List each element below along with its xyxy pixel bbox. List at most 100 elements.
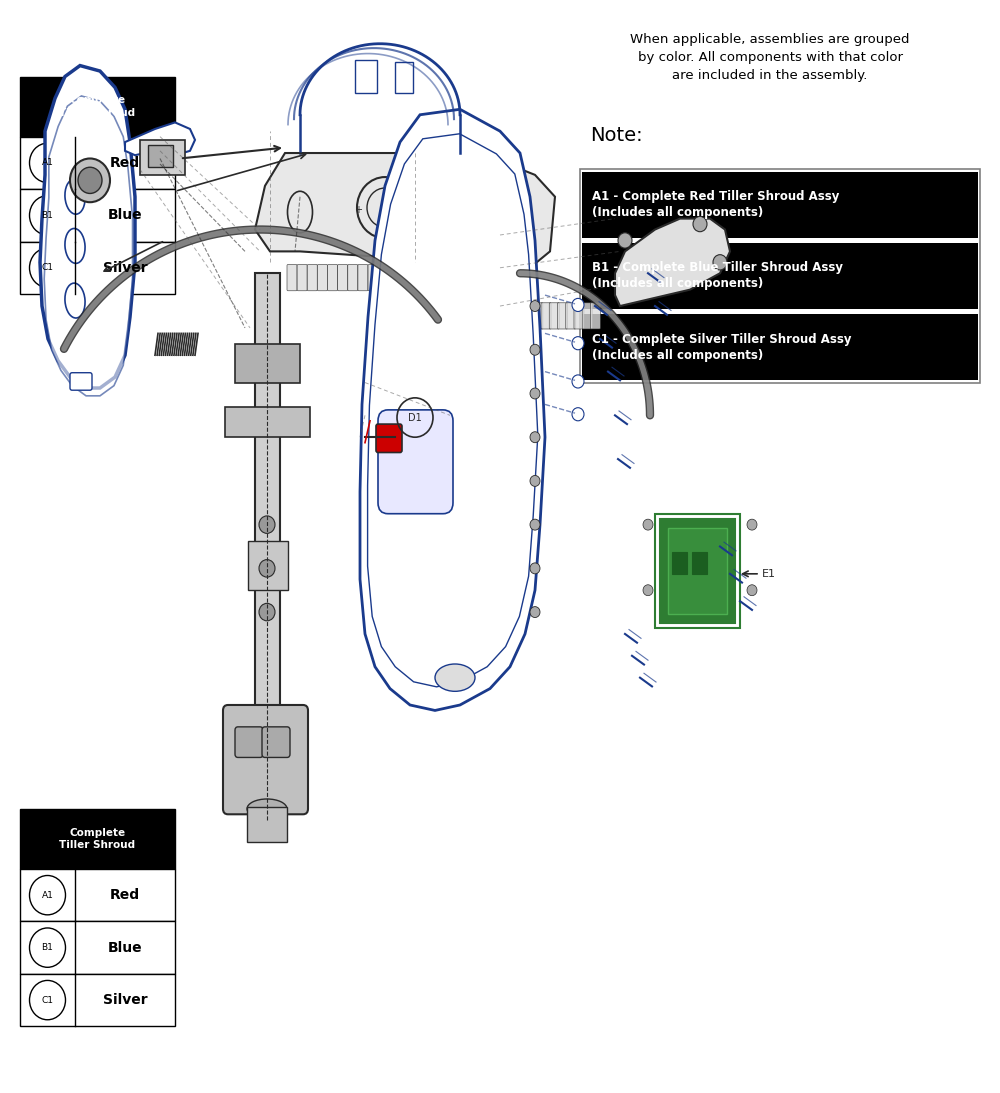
Text: A1: A1 [42,158,53,167]
Circle shape [530,344,540,355]
FancyBboxPatch shape [355,60,377,93]
Text: +: + [354,204,362,215]
Circle shape [530,475,540,486]
FancyBboxPatch shape [20,189,175,242]
Text: When applicable, assemblies are grouped
by color. All components with that color: When applicable, assemblies are grouped … [630,33,910,82]
Circle shape [259,516,275,533]
Text: Silver: Silver [103,994,147,1007]
Circle shape [530,432,540,443]
FancyBboxPatch shape [574,303,584,329]
FancyBboxPatch shape [388,265,398,291]
FancyBboxPatch shape [235,344,300,383]
FancyBboxPatch shape [672,552,687,574]
Text: B1: B1 [42,211,53,220]
Polygon shape [45,142,120,317]
Text: Silver: Silver [103,261,147,274]
FancyBboxPatch shape [20,974,175,1026]
FancyBboxPatch shape [500,303,510,329]
FancyBboxPatch shape [590,303,600,329]
FancyBboxPatch shape [287,265,297,291]
Circle shape [530,519,540,530]
Polygon shape [615,219,730,306]
Ellipse shape [247,799,287,819]
FancyBboxPatch shape [549,303,559,329]
Circle shape [530,388,540,399]
FancyBboxPatch shape [580,169,980,383]
FancyBboxPatch shape [20,242,175,294]
FancyBboxPatch shape [692,552,707,574]
FancyBboxPatch shape [358,265,368,291]
Ellipse shape [435,665,475,692]
FancyBboxPatch shape [525,303,535,329]
FancyBboxPatch shape [378,410,453,514]
FancyBboxPatch shape [376,424,402,453]
FancyBboxPatch shape [492,303,502,329]
FancyBboxPatch shape [297,265,307,291]
FancyBboxPatch shape [582,172,978,238]
Circle shape [747,585,757,596]
Text: Red: Red [110,156,140,169]
Circle shape [747,519,757,530]
Text: E1: E1 [762,568,776,579]
FancyBboxPatch shape [558,303,568,329]
Circle shape [693,216,707,232]
Text: Blue: Blue [108,941,142,954]
Polygon shape [368,133,538,686]
Circle shape [259,603,275,621]
FancyBboxPatch shape [582,243,978,309]
FancyBboxPatch shape [247,807,287,842]
FancyBboxPatch shape [668,528,727,614]
Circle shape [572,337,584,350]
FancyBboxPatch shape [660,519,735,623]
Circle shape [530,563,540,574]
FancyBboxPatch shape [328,265,338,291]
Circle shape [70,158,110,202]
FancyBboxPatch shape [409,265,419,291]
Text: A1 - Complete Red Tiller Shroud Assy
(Includes all components): A1 - Complete Red Tiller Shroud Assy (In… [592,190,839,220]
FancyBboxPatch shape [508,303,518,329]
FancyBboxPatch shape [348,265,358,291]
FancyBboxPatch shape [235,727,263,757]
Text: A1: A1 [42,891,53,900]
Circle shape [572,298,584,312]
Polygon shape [360,109,545,710]
Text: C1 - Complete Silver Tiller Shroud Assy
(Includes all components): C1 - Complete Silver Tiller Shroud Assy … [592,332,852,362]
Text: D1: D1 [408,412,422,423]
Circle shape [572,375,584,388]
Text: Note:: Note: [590,126,643,144]
FancyBboxPatch shape [262,727,290,757]
FancyBboxPatch shape [582,303,592,329]
FancyBboxPatch shape [140,140,185,175]
FancyBboxPatch shape [20,77,175,137]
Circle shape [643,585,653,596]
FancyBboxPatch shape [439,265,449,291]
Circle shape [78,167,102,193]
Circle shape [713,255,727,270]
FancyBboxPatch shape [307,265,317,291]
FancyBboxPatch shape [338,265,348,291]
FancyBboxPatch shape [582,314,978,380]
FancyBboxPatch shape [248,541,288,590]
Circle shape [530,607,540,618]
FancyBboxPatch shape [148,145,173,167]
FancyBboxPatch shape [255,273,280,820]
Text: Red: Red [110,889,140,902]
FancyBboxPatch shape [223,705,308,814]
FancyBboxPatch shape [378,265,388,291]
FancyBboxPatch shape [429,265,439,291]
Text: B1: B1 [42,943,53,952]
FancyBboxPatch shape [20,921,175,974]
Circle shape [572,408,584,421]
FancyBboxPatch shape [368,265,378,291]
Polygon shape [125,122,195,155]
FancyBboxPatch shape [317,265,327,291]
FancyBboxPatch shape [20,137,175,189]
FancyBboxPatch shape [467,303,477,329]
Text: Complete
Tiller Shroud: Complete Tiller Shroud [59,95,136,118]
FancyBboxPatch shape [516,303,526,329]
Circle shape [618,233,632,248]
FancyBboxPatch shape [483,303,493,329]
FancyBboxPatch shape [533,303,543,329]
Circle shape [530,301,540,312]
FancyBboxPatch shape [541,303,551,329]
